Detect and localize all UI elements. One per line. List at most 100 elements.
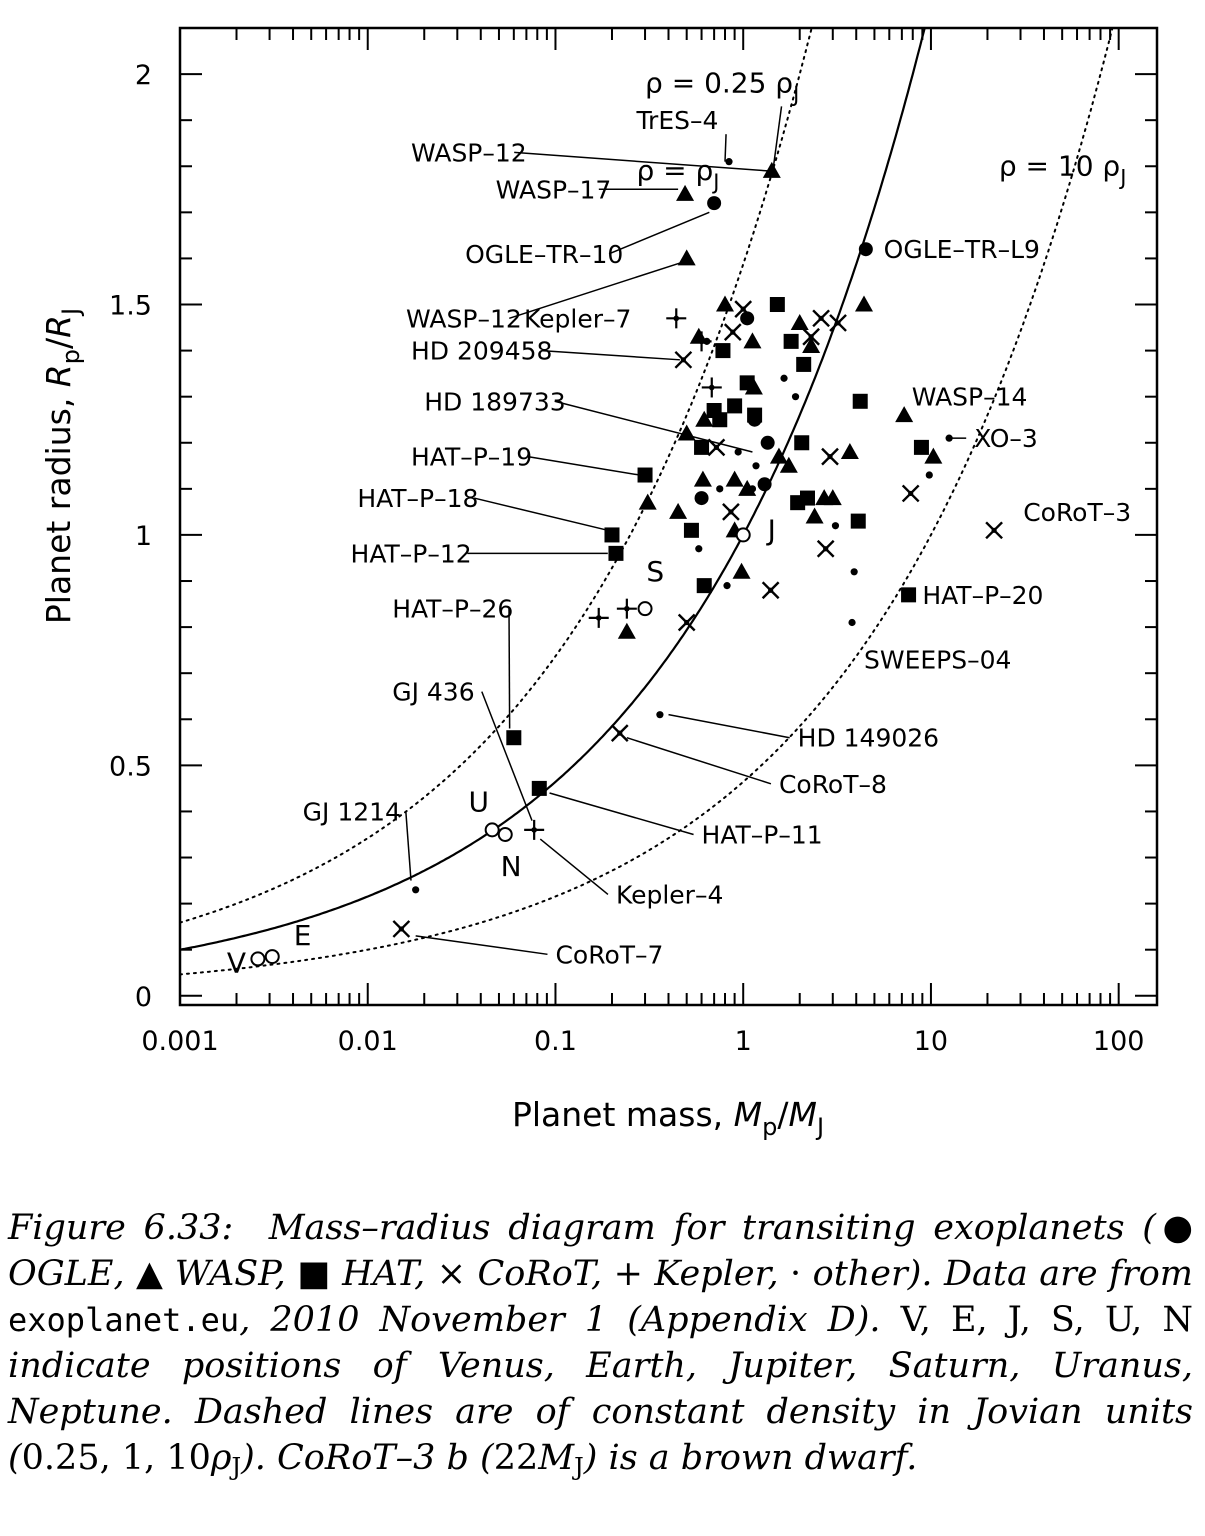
annotation-leader <box>724 134 727 162</box>
annotation-leader <box>481 691 533 821</box>
density-curve-label-sub: J <box>1118 165 1126 189</box>
hat-marker <box>604 527 620 543</box>
wasp-marker <box>695 410 714 427</box>
planet-annotation: HAT–P–12 <box>351 539 472 568</box>
planet-annotation: XO–3 <box>974 424 1038 453</box>
planet-annotation: CoRoT–8 <box>779 770 887 799</box>
other-marker <box>723 582 731 590</box>
planet-annotation: HAT–P–18 <box>357 484 478 513</box>
wasp-marker <box>617 622 636 639</box>
planet-annotation: CoRoT–3 <box>1023 498 1131 527</box>
solar-planet-label: E <box>294 919 312 952</box>
x-tick-label: 1 <box>735 1026 752 1057</box>
annotation-leader <box>539 838 609 895</box>
solar-planet-label: S <box>646 555 664 588</box>
wasp-marker <box>676 184 695 201</box>
hat-symbol-icon: ■ <box>297 1254 331 1294</box>
solar-planet-marker <box>637 601 653 617</box>
corot-marker <box>728 509 734 515</box>
planet-annotation: HD 189733 <box>424 387 565 416</box>
other-symbol-icon: · <box>790 1254 802 1294</box>
ogle-symbol-icon: ● <box>1155 1208 1193 1248</box>
other-marker <box>656 711 664 719</box>
wasp-marker <box>669 502 688 519</box>
data-markers <box>250 158 1003 967</box>
x-axis-title: Planet mass, Mp/MJ <box>512 1095 824 1141</box>
x-tick-label: 0.001 <box>141 1026 218 1057</box>
solar-planet-labels: V E J S UN <box>227 514 776 980</box>
caption-planet-letters: V, E, J, S, U, N <box>900 1300 1193 1340</box>
density-curve <box>180 28 926 951</box>
corot-marker <box>823 546 829 552</box>
planet-annotation: HAT–P–26 <box>392 595 513 624</box>
planet-annotation: GJ 436 <box>392 678 474 707</box>
caption-text: , 2010 November 1 (Appendix D). <box>239 1300 901 1340</box>
hat-marker <box>794 435 810 451</box>
solar-planet-label: J <box>766 514 776 547</box>
solar-planet-marker <box>497 826 513 842</box>
planet-annotation: WASP–12 <box>411 138 527 167</box>
wasp-marker <box>805 507 824 524</box>
hat-marker <box>901 587 917 603</box>
wasp-marker <box>638 493 657 510</box>
corot-marker <box>713 444 720 450</box>
corot-marker <box>991 527 997 533</box>
wasp-marker <box>693 470 712 487</box>
corot-marker <box>818 315 824 321</box>
planet-annotation: HAT–P–19 <box>411 443 532 472</box>
density-curve-label: ρ = 0.25 ρJ <box>645 67 799 107</box>
annotation-leader <box>668 713 790 739</box>
planet-annotation: WASP–12 <box>406 304 522 333</box>
planet-annotation: WASP–14 <box>912 383 1028 412</box>
annotation-leader <box>549 792 694 836</box>
kepler-marker <box>708 384 715 391</box>
ogle-marker <box>694 491 709 506</box>
density-curve-label-main: ρ = 10 ρ <box>999 149 1120 182</box>
corot-marker <box>680 357 686 363</box>
caption-text: other). Data are from <box>801 1254 1193 1294</box>
caption-text: ). CoRoT–3 b ( <box>241 1438 494 1478</box>
wasp-marker <box>823 489 842 506</box>
density-curve-label-main: ρ = 0.25 ρ <box>645 67 793 100</box>
hat-marker <box>850 513 866 529</box>
annotation-leader <box>415 935 548 956</box>
caption-units: 0.25, 1, 10 <box>21 1438 211 1478</box>
kepler-marker <box>595 615 602 621</box>
planet-annotation: Kepler–4 <box>616 880 723 909</box>
wasp-marker <box>790 313 809 330</box>
density-curves <box>180 28 1114 976</box>
other-marker <box>716 485 724 493</box>
solar-planet-marker <box>264 949 280 965</box>
density-curve-label-sub: J <box>711 170 719 194</box>
hat-marker <box>712 412 728 428</box>
annotation-leader <box>514 151 768 172</box>
planet-annotation: HAT–P–11 <box>702 820 823 849</box>
other-marker <box>703 337 711 345</box>
caption-text: ) is a brown dwarf. <box>583 1438 918 1478</box>
annotation-leader <box>473 497 608 532</box>
x-tick-label: 0.1 <box>534 1026 577 1057</box>
corot-marker <box>740 306 746 312</box>
hat-marker <box>727 398 743 414</box>
corot-marker <box>768 587 774 593</box>
planet-annotation: TrES–4 <box>635 106 718 135</box>
density-curve-label: ρ = 10 ρJ <box>999 149 1127 189</box>
hat-marker <box>637 467 653 483</box>
caption-text: WASP, <box>163 1254 298 1294</box>
hat-marker <box>683 522 699 538</box>
wasp-marker <box>716 295 735 312</box>
density-curve-label-main: ρ = ρ <box>636 154 713 187</box>
wasp-marker <box>677 424 696 441</box>
solar-planet-marker <box>250 951 266 967</box>
caption-text: indicate positions of Venus, Earth, Jupi… <box>8 1346 1193 1478</box>
density-curve <box>180 28 1114 976</box>
hat-marker <box>747 407 763 423</box>
hat-marker <box>913 439 929 455</box>
planet-annotation: OGLE–TR–10 <box>465 240 623 269</box>
solar-planet-marker <box>735 527 751 543</box>
kepler-marker <box>624 605 630 612</box>
other-marker <box>780 374 788 382</box>
hat-marker <box>531 780 547 796</box>
annotation-leader <box>405 811 412 881</box>
